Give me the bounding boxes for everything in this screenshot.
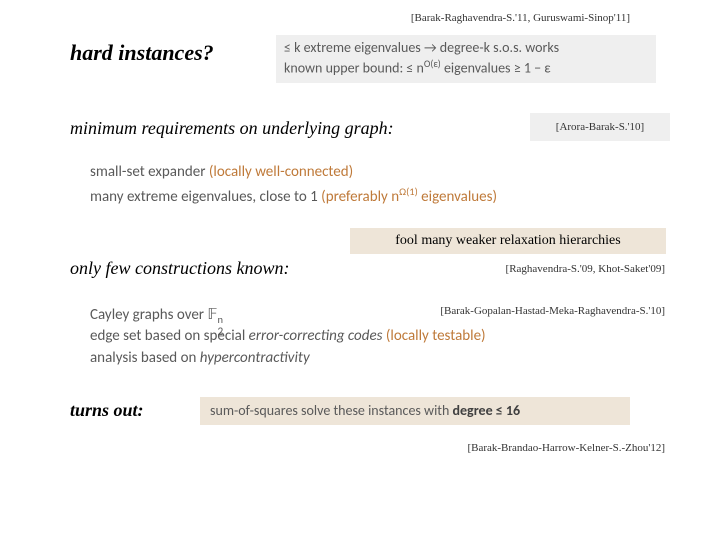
preferably: (preferably nΩ(1) eigenvalues) [318, 188, 497, 206]
req-line1: small-set expander (locally well-connect… [90, 163, 353, 181]
heading-min-req: minimum requirements on underlying graph… [70, 118, 394, 139]
analysis-text: analysis based on [90, 349, 200, 367]
text-b: degree-k s.o.s. works [440, 39, 559, 56]
heading-constructions: only few constructions known: [70, 258, 289, 279]
eigenvalue-line2: known upper bound: ≤ nO(ε) eigenvalues ≥… [284, 58, 648, 78]
text-d: eigenvalues ≥ 1 − ε [441, 59, 551, 76]
locally-testable: (locally testable) [382, 327, 485, 345]
citation-bghms: [Barak-Gopalan-Hastad-Meka-Raghavendra-S… [440, 305, 665, 317]
citation-bbhksz: [Barak-Brandao-Harrow-Kelner-S.-Zhou'12] [467, 442, 665, 454]
edge-set-text: edge set based on special [90, 327, 249, 345]
fool-hierarchies-box: fool many weaker relaxation hierarchies [350, 228, 666, 254]
error-correcting-codes: error-correcting codes [249, 327, 383, 345]
eigenvalue-box: ≤ k extreme eigenvalues → degree-k s.o.s… [276, 35, 656, 83]
cayley-graphs: Cayley graphs over 𝔽n2 [90, 306, 228, 324]
text-a: ≤ k extreme eigenvalues [284, 39, 421, 56]
cons-line2: edge set based on special error-correcti… [90, 327, 486, 345]
exp-oe: O(ε) [424, 58, 441, 70]
arrow-icon: → [421, 39, 440, 56]
citation-rs-ks: [Raghavendra-S.'09, Khot-Saket'09] [506, 263, 665, 275]
heading-hard-instances: hard instances? [70, 40, 214, 66]
turns-out-label: turns out: [70, 400, 144, 421]
hypercontractivity: hypercontractivity [200, 349, 310, 367]
degree-16: degree ≤ 16 [453, 402, 521, 419]
small-set-expander: small-set expander [90, 163, 205, 181]
eigenvalue-line1: ≤ k extreme eigenvalues → degree-k s.o.s… [284, 38, 648, 58]
sos-box: sum-of-squares solve these instances wit… [200, 397, 630, 425]
req-line2: many extreme eigenvalues, close to 1 (pr… [90, 185, 497, 206]
many-eigenvalues: many extreme eigenvalues, close to 1 [90, 188, 318, 206]
citation-top: [Barak-Raghavendra-S.'11, Guruswami-Sino… [411, 12, 630, 24]
text-c: known upper bound: ≤ n [284, 59, 424, 76]
cons-line1: Cayley graphs over 𝔽n2 [90, 305, 228, 324]
cons-line3: analysis based on hypercontractivity [90, 349, 310, 367]
locally-well-connected: (locally well-connected) [205, 163, 353, 181]
sos-text: sum-of-squares solve these instances wit… [210, 402, 453, 419]
citation-abs: [Arora-Barak-S.'10] [530, 113, 670, 141]
